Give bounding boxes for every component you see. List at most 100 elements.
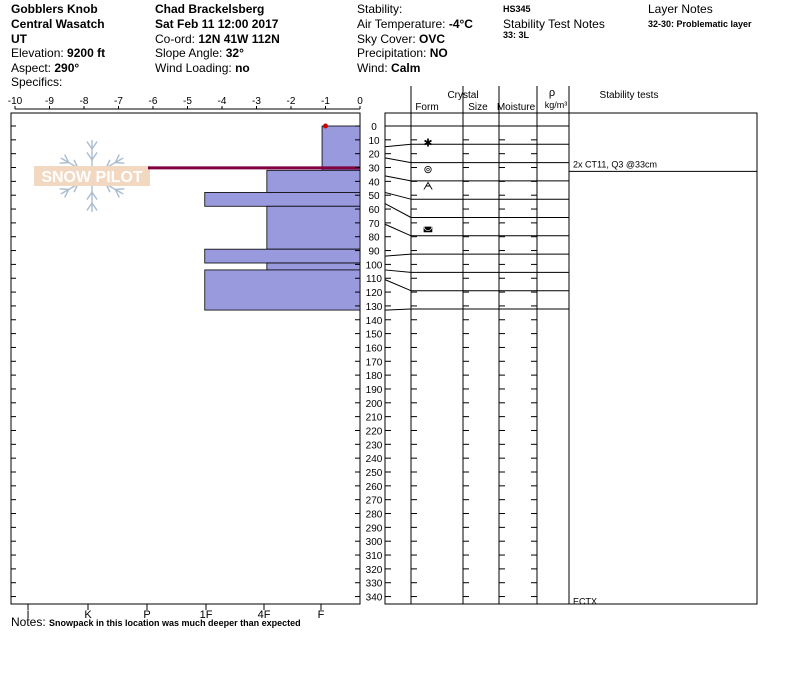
temperature-tick-label: -1 — [321, 96, 330, 107]
crystal-form-icon: ᗅ — [423, 181, 433, 193]
hardness-tick-label: I — [26, 609, 29, 621]
depth-tick-label: 330 — [366, 579, 383, 590]
stability-test-label: ECTX — [573, 597, 597, 607]
density-unit-header: kg/m³ — [545, 100, 568, 110]
snowflake-branch — [86, 141, 93, 150]
location-name: Gobblers Knob — [11, 2, 98, 16]
sky-cover: Sky Cover: OVC — [357, 32, 446, 46]
snowflake-branch — [91, 202, 98, 211]
density-symbol-header: ρ — [549, 87, 555, 99]
depth-tick-label: 140 — [366, 316, 383, 327]
watermark-band — [34, 166, 150, 186]
depth-tick-label: 90 — [368, 247, 380, 258]
snowflake-branch — [114, 154, 120, 163]
depth-tick-label: 320 — [366, 565, 383, 576]
crystal-form-icon: ⊚ — [423, 164, 432, 176]
hardness-tick-label: P — [143, 609, 150, 621]
depth-tick-label: 160 — [366, 343, 383, 354]
hardness-tick-label: K — [84, 609, 92, 621]
snowflake-branch — [115, 161, 125, 164]
precipitation: Precipitation: NO — [357, 46, 448, 60]
hardness-layer — [204, 269, 361, 311]
layer-connector-line — [384, 191, 412, 200]
depth-tick-label: 0 — [371, 122, 377, 133]
layer-connector-line — [384, 157, 412, 164]
temperature-tick-label: -9 — [45, 96, 54, 107]
aspect: Aspect: 290° — [11, 61, 80, 75]
temperature-tick-label: 0 — [357, 96, 363, 107]
snow-height: HS345 — [503, 4, 531, 14]
depth-tick-label: 110 — [366, 274, 382, 285]
temperature-tick-label: -6 — [149, 96, 158, 107]
layer-connector-line — [384, 279, 412, 292]
depth-tick-label: 210 — [366, 413, 383, 424]
stability-test-label: 2x CT11, Q3 @33cm — [573, 159, 657, 169]
depth-tick-label: 310 — [366, 551, 383, 562]
depth-tick-label: 280 — [366, 510, 383, 521]
wind: Wind: Calm — [357, 61, 421, 75]
specifics: Specifics: — [11, 75, 63, 89]
layer-table-frame — [384, 112, 758, 605]
depth-tick-label: 340 — [366, 593, 383, 604]
depth-tick-label: 30 — [368, 164, 380, 175]
depth-tick-label: 60 — [368, 205, 380, 216]
depth-tick-label: 170 — [366, 357, 383, 368]
depth-tick-label: 300 — [366, 537, 383, 548]
layer-notes: 32-30: Problematic layer — [648, 19, 752, 29]
elevation: Elevation: 9200 ft — [11, 46, 106, 60]
size-header: Size — [468, 102, 488, 113]
date-time: Sat Feb 11 12:00 2017 — [155, 17, 279, 31]
depth-tick-label: 180 — [366, 371, 383, 382]
hardness-layer — [204, 248, 361, 264]
depth-tick-label: 150 — [366, 330, 383, 341]
moisture-header: Moisture — [497, 102, 536, 113]
snowflake-branch — [115, 188, 125, 191]
wind-loading: Wind Loading: no — [155, 61, 250, 75]
depth-tick-label: 70 — [368, 219, 380, 230]
mountain-range: Central Wasatch — [11, 17, 105, 31]
hardness-layer — [266, 169, 361, 193]
crystal-form-icon: ✱ — [423, 138, 432, 150]
depth-tick-label: 240 — [366, 454, 383, 465]
depth-tick-label: 290 — [366, 523, 383, 534]
depth-tick-label: 130 — [366, 302, 383, 313]
stability-tests-header: Stability tests — [600, 90, 659, 101]
depth-tick-label: 200 — [366, 399, 383, 410]
snowflake-branch — [86, 151, 93, 161]
depth-tick-label: 10 — [368, 136, 380, 147]
coordinates: Co-ord: 12N 41W 112N — [155, 32, 280, 46]
snowflake-branch — [59, 161, 69, 164]
crystal-form-icon: ◛ — [423, 221, 434, 233]
stability: Stability: — [357, 2, 403, 16]
layer-connector-line — [384, 175, 412, 182]
depth-tick-label: 100 — [366, 260, 383, 271]
snowflake-branch — [59, 188, 69, 191]
depth-tick-label: 250 — [366, 468, 383, 479]
temperature-tick-label: -3 — [252, 96, 261, 107]
depth-tick-label: 80 — [368, 233, 380, 244]
stability-test-notes: 33: 3L — [503, 30, 530, 40]
stability-test-notes-label: Stability Test Notes — [503, 17, 605, 31]
snowpilot-watermark: SNOW PILOT — [34, 140, 150, 212]
profile-plot-frame — [10, 112, 361, 605]
snowflake-branch — [114, 189, 120, 198]
layer-connector-line — [384, 308, 412, 311]
depth-tick-label: 50 — [368, 191, 380, 202]
snowflake-branch — [91, 191, 98, 201]
snowflake-branch — [64, 189, 70, 198]
layer-connector-line — [384, 203, 412, 218]
temperature-tick-label: -10 — [8, 96, 23, 107]
layer-connector-line — [384, 253, 412, 257]
crystal-header: Crystal — [447, 90, 478, 101]
form-header: Form — [415, 102, 438, 113]
depth-tick-label: 190 — [366, 385, 383, 396]
air-temperature: Air Temperature: -4°C — [357, 17, 473, 31]
hardness-tick-label: 4F — [258, 609, 271, 621]
hardness-tick-label: 1F — [200, 609, 213, 621]
watermark-text: SNOW PILOT — [41, 169, 143, 186]
depth-tick-label: 270 — [366, 496, 383, 507]
depth-tick-label: 230 — [366, 440, 383, 451]
layer-notes-label: Layer Notes — [648, 2, 713, 16]
layer-connector-line — [384, 223, 412, 237]
